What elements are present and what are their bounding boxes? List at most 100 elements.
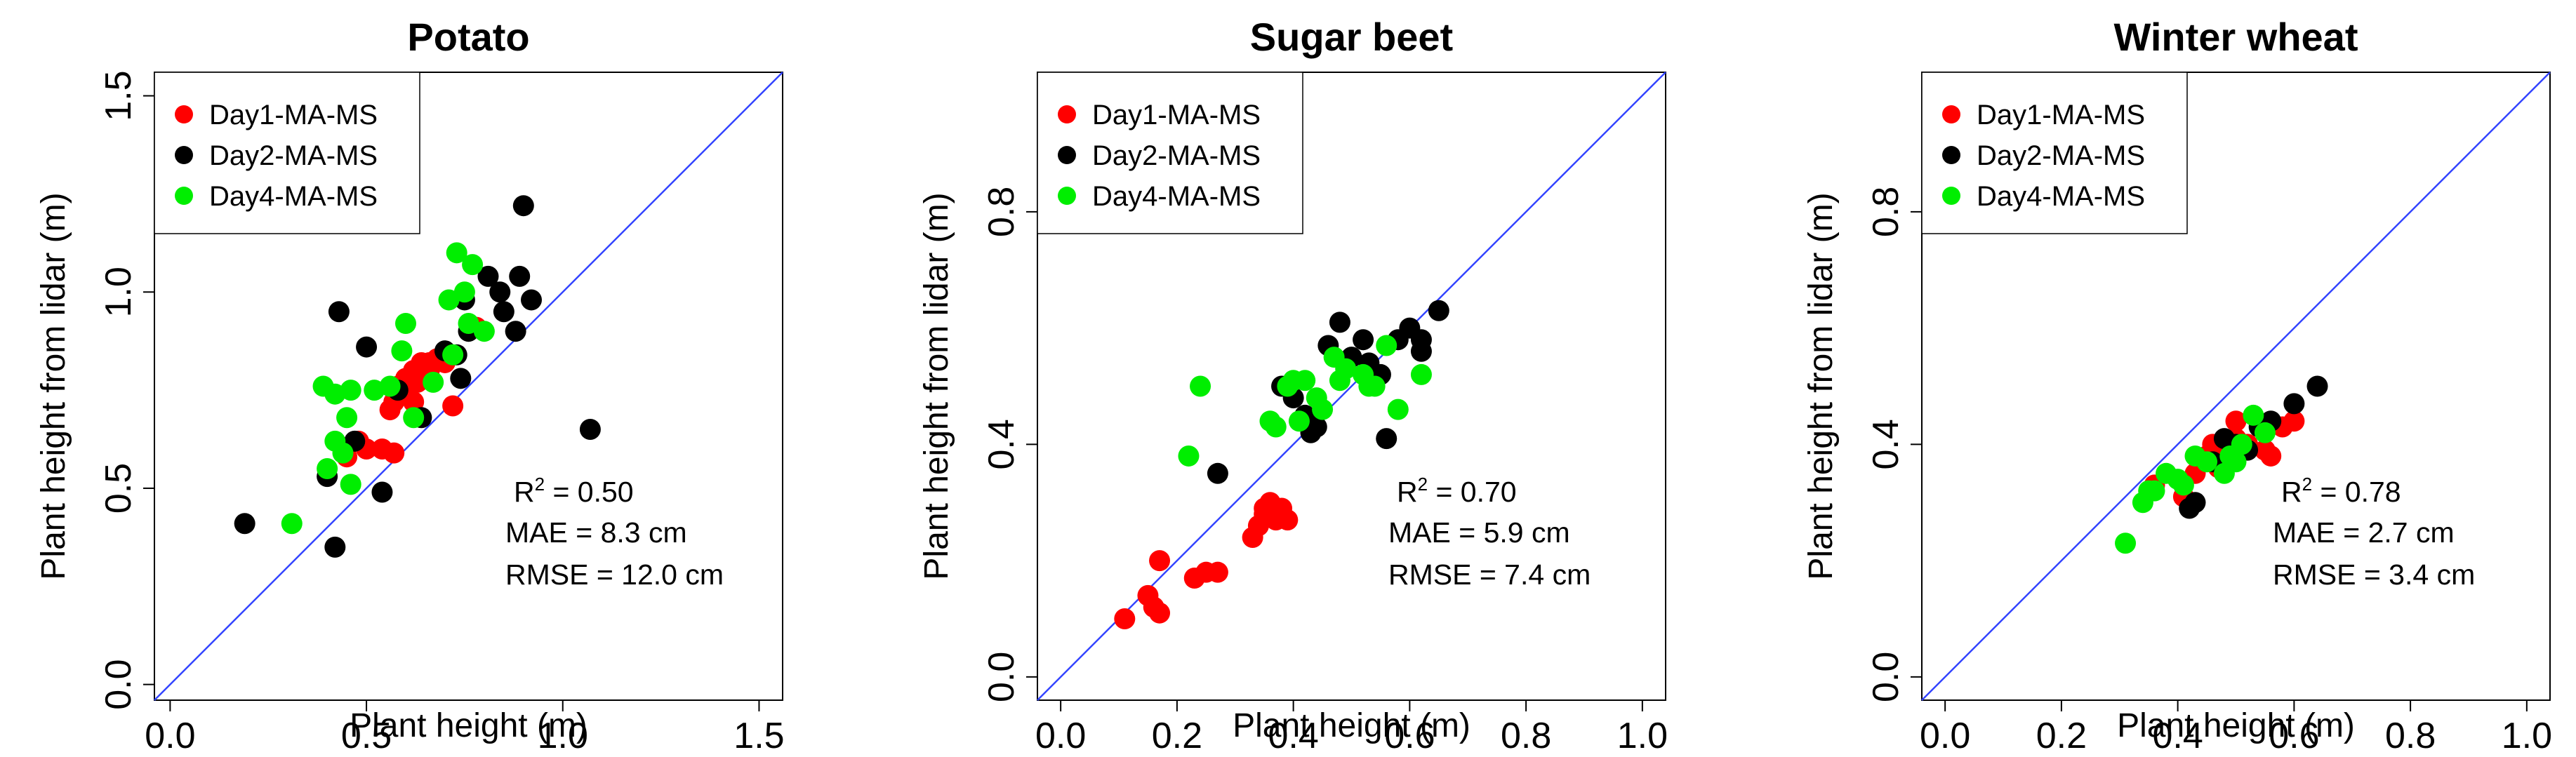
data-point (1306, 416, 1327, 438)
data-point (1207, 561, 1228, 583)
y-tick-label: 0.8 (981, 187, 1022, 237)
panel-1: Potato 0.0 0.5 1.0 1.5 0.0 0.5 1.0 1.5 Plant heig… (35, 15, 785, 756)
data-point (477, 265, 499, 287)
x-tick-label: 0.6 (1384, 716, 1435, 756)
data-point (2115, 532, 2137, 554)
chart-title: Sugar beet (1250, 15, 1453, 59)
stats: R2 = 0.78 MAE = 2.7 cm RMSE = 3.4 cm (2273, 474, 2475, 591)
r-squared-symbol: R (2281, 476, 2302, 508)
legend-marker (1058, 146, 1076, 164)
data-point (442, 395, 464, 417)
data-point (2196, 451, 2218, 473)
legend-marker (175, 105, 193, 123)
data-point (403, 391, 425, 413)
x-tick-label: 1.0 (538, 716, 588, 756)
data-point (336, 407, 358, 429)
x-tick-label: 0.4 (1268, 716, 1318, 756)
x-tick-label: 1.0 (1617, 716, 1668, 756)
data-point (446, 242, 467, 264)
mae-value: MAE = 2.7 cm (2273, 516, 2455, 549)
data-point (458, 313, 479, 334)
x-axis-label: Plant height (m) (2117, 707, 2355, 744)
y-tick-label: 1.5 (98, 70, 139, 121)
data-point (2254, 422, 2276, 443)
mae-value: MAE = 5.9 cm (1388, 516, 1570, 549)
data-point (489, 281, 511, 303)
data-point (1137, 584, 1159, 606)
legend-marker (175, 146, 193, 164)
panel-2: Sugar beet 0.0 0.2 0.4 0.6 0.8 1.0 0.0 0.4 0.8 Pla… (918, 15, 1668, 756)
y-tick-label: 0.5 (98, 463, 139, 514)
data-point (1410, 363, 1432, 385)
data-point (453, 281, 475, 303)
mae-value: MAE = 8.3 cm (505, 516, 687, 549)
data-point (1329, 311, 1350, 333)
data-point (579, 419, 601, 441)
x-tick-label: 0.8 (1501, 716, 1551, 756)
y-tick-label: 0.0 (981, 652, 1022, 702)
data-point (406, 371, 428, 393)
y-axis-label: Plant height from lidar (m) (35, 192, 72, 580)
x-tick-label: 0.2 (2036, 716, 2087, 756)
data-point (1149, 550, 1171, 572)
data-points (234, 195, 601, 558)
data-point (423, 371, 444, 393)
data-point (442, 344, 464, 366)
x-axis-label: Plant height (m) (1233, 707, 1470, 744)
data-point (1329, 370, 1350, 391)
r-squared: R2 = 0.70 (1397, 474, 1517, 508)
data-point (328, 301, 350, 323)
data-point (2184, 492, 2206, 514)
data-point (2172, 474, 2194, 496)
data-point (509, 265, 531, 287)
legend-label: Day1-MA-MS (1977, 100, 2145, 130)
data-point (356, 336, 378, 358)
data-point (324, 536, 346, 558)
data-point (1294, 370, 1316, 391)
data-point (521, 289, 542, 311)
data-point (1114, 608, 1136, 629)
r-squared-symbol: R (514, 476, 535, 508)
data-point (1207, 462, 1228, 484)
data-point (1190, 375, 1211, 397)
y-tick-label: 0.4 (1866, 419, 1906, 469)
legend-box (1037, 72, 1303, 234)
data-point (234, 513, 255, 535)
data-point (1149, 602, 1171, 624)
chart-title: Potato (407, 15, 529, 59)
x-tick-label: 1.5 (733, 716, 784, 756)
x-tick-label: 0.2 (1152, 716, 1202, 756)
r-squared: R2 = 0.78 (2281, 474, 2401, 508)
legend-label: Day2-MA-MS (209, 140, 378, 171)
legend-marker (1942, 105, 1960, 123)
x-tick-label: 0.0 (1920, 716, 1970, 756)
series-Day4-MA-MS (1178, 335, 1432, 467)
r-squared-superscript: 2 (535, 474, 545, 495)
series-Day4-MA-MS (281, 242, 495, 535)
data-point (2260, 445, 2282, 467)
r-squared-symbol: R (1397, 476, 1418, 508)
data-point (1178, 445, 1200, 467)
data-point (1410, 340, 1432, 362)
panel-3: Winter wheat 0.0 0.2 0.4 0.6 0.8 1.0 0.0 0.4 0.8 P… (1802, 15, 2552, 756)
legend-label: Day2-MA-MS (1092, 140, 1261, 171)
data-point (512, 195, 534, 217)
data-point (462, 254, 484, 276)
data-point (1288, 410, 1310, 432)
one-to-one-line (1921, 72, 2551, 701)
data-point (2306, 375, 2328, 397)
x-tick-label: 0.0 (1035, 716, 1086, 756)
data-point (473, 321, 495, 342)
r-squared-superscript: 2 (2302, 474, 2312, 495)
one-to-one-line (154, 72, 783, 701)
data-point (379, 399, 401, 421)
legend-label: Day4-MA-MS (1092, 181, 1261, 212)
y-tick-label: 0.0 (98, 659, 139, 709)
y-tick-label: 1.0 (98, 267, 139, 317)
r-squared-superscript: 2 (1418, 474, 1428, 495)
data-points (1114, 300, 1449, 629)
data-point (371, 481, 393, 503)
legend-label: Day4-MA-MS (209, 181, 378, 212)
x-tick-label: 0.4 (2152, 716, 2203, 756)
data-point (317, 457, 338, 479)
